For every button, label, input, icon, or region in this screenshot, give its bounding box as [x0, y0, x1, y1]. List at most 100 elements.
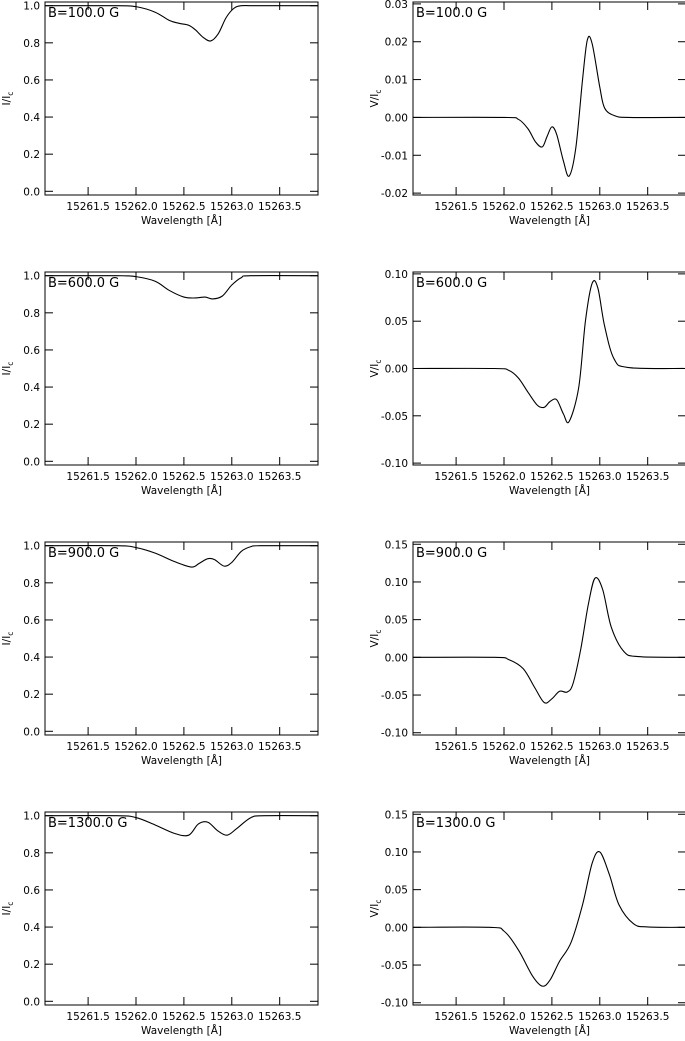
y-tick-label: 0.15 [385, 539, 408, 551]
x-tick-label: 15263.0 [210, 741, 253, 753]
plot-frame [44, 1, 319, 196]
y-tick-label: 0.00 [385, 364, 408, 376]
plot-frame [44, 811, 319, 1006]
y-tick-label: 0.0 [23, 186, 40, 198]
y-tick-label: -0.05 [381, 690, 408, 702]
x-tick-label: 15261.5 [66, 471, 109, 483]
y-axis-label-main: V/I [369, 904, 381, 918]
x-tick-label: 15263.0 [210, 201, 253, 213]
x-tick-label: 15262.0 [482, 1011, 525, 1023]
y-tick-label: 1.0 [23, 541, 40, 553]
y-tick-label: -0.05 [381, 960, 408, 972]
y-axis-label: I/Ic [1, 902, 15, 916]
x-axis-label: Wavelength [Å] [141, 484, 222, 497]
x-tick-label: 15263.0 [210, 471, 253, 483]
y-tick-label: 0.0 [23, 456, 40, 468]
y-axis-label-subscript: c [374, 630, 383, 634]
y-tick-label: 0.6 [23, 75, 40, 87]
x-axis-label: Wavelength [Å] [509, 754, 590, 767]
y-tick-label: 0.01 [385, 75, 408, 87]
panel-title: B=100.0 G [416, 6, 487, 21]
y-axis-label-subscript: c [374, 360, 383, 364]
plot-frame [412, 1, 685, 196]
y-axis-label-main: I/I [1, 96, 13, 106]
y-tick-label: 0.2 [23, 149, 40, 161]
y-axis-label-subscript: c [6, 902, 15, 906]
y-tick-label: -0.02 [381, 188, 408, 200]
x-tick-label: 15262.5 [162, 741, 205, 753]
x-tick-label: 15262.5 [530, 741, 573, 753]
x-tick-label: 15261.5 [434, 741, 477, 753]
y-tick-label: 0.0 [23, 726, 40, 738]
y-tick-label: -0.10 [381, 728, 408, 740]
x-tick-label: 15263.5 [258, 741, 301, 753]
x-tick-label: 15263.0 [578, 201, 621, 213]
panel-circular-polarization-100g: 15261.5 15262.0 15262.5 15263.0 15263.5 -0.02… [369, 0, 685, 227]
profile-line [44, 4, 318, 42]
profile-line [44, 545, 319, 568]
y-tick-label: 0.2 [23, 419, 40, 431]
y-tick-label: -0.05 [381, 411, 408, 423]
y-tick-label: -0.10 [381, 458, 408, 470]
x-tick-label: 15261.5 [434, 201, 477, 213]
x-tick-label: 15263.0 [578, 471, 621, 483]
x-tick-label: 15262.0 [114, 201, 157, 213]
x-tick-label: 15263.0 [578, 1011, 621, 1023]
y-tick-label: 0.2 [23, 959, 40, 971]
y-tick-label: 0.4 [23, 112, 40, 124]
x-tick-label: 15263.5 [626, 471, 669, 483]
y-axis-label-main: V/I [369, 634, 381, 648]
panel-title: B=1300.0 G [416, 816, 496, 831]
y-tick-label: 1.0 [23, 271, 40, 283]
y-tick-label: 0.00 [385, 652, 408, 664]
y-tick-label: 0.05 [385, 885, 408, 897]
y-tick-label: 0.8 [23, 38, 40, 50]
panel-circular-polarization-1300g: 15261.5 15262.0 15262.5 15263.0 15263.5 -0.10… [369, 809, 685, 1037]
y-tick-label: 0.4 [23, 652, 40, 664]
y-axis-label: V/Ic [369, 630, 383, 648]
x-tick-label: 15262.5 [530, 1011, 573, 1023]
y-axis-label: I/Ic [1, 92, 15, 106]
panel-title: B=900.0 G [48, 546, 119, 561]
plot-frame [44, 541, 319, 736]
plot-frame [44, 271, 319, 466]
y-axis-label-main: I/I [1, 906, 13, 916]
panel-circular-polarization-900g: 15261.5 15262.0 15262.5 15263.0 15263.5 -0.10… [369, 539, 685, 767]
y-tick-label: 1.0 [23, 811, 40, 823]
x-axis-label: Wavelength [Å] [509, 214, 590, 227]
y-tick-label: 0.00 [385, 922, 408, 934]
x-tick-label: 15261.5 [66, 741, 109, 753]
y-tick-label: 0.4 [23, 922, 40, 934]
plot-frame [412, 541, 685, 736]
x-axis-label: Wavelength [Å] [509, 484, 590, 497]
panel-intensity-100g: 15261.5 15262.0 15262.5 15263.0 15263.5 0.0 0.… [1, 1, 319, 227]
x-tick-label: 15262.5 [162, 201, 205, 213]
x-tick-label: 15263.5 [626, 1011, 669, 1023]
profile-line [44, 275, 319, 300]
panel-title: B=600.0 G [416, 276, 487, 291]
x-tick-label: 15263.5 [258, 201, 301, 213]
panel-title: B=100.0 G [48, 6, 119, 21]
profile-line [412, 280, 685, 424]
profile-line [44, 815, 319, 837]
y-tick-label: 0.6 [23, 615, 40, 627]
y-tick-label: 0.4 [23, 382, 40, 394]
x-tick-label: 15262.0 [482, 741, 525, 753]
profile-line [412, 577, 685, 704]
profile-line [412, 850, 685, 987]
y-tick-label: 0.05 [385, 316, 408, 328]
x-tick-label: 15263.5 [258, 1011, 301, 1023]
y-axis-label-subscript: c [374, 900, 383, 904]
y-tick-label: -0.10 [381, 998, 408, 1010]
y-tick-label: 0.05 [385, 615, 408, 627]
x-axis-label: Wavelength [Å] [509, 1024, 590, 1037]
x-tick-label: 15262.5 [530, 201, 573, 213]
x-tick-label: 15263.5 [626, 741, 669, 753]
x-tick-label: 15262.0 [482, 471, 525, 483]
x-tick-label: 15261.5 [434, 1011, 477, 1023]
x-tick-label: 15262.5 [162, 1011, 205, 1023]
y-tick-label: 0.8 [23, 848, 40, 860]
y-axis-label-main: V/I [369, 94, 381, 108]
y-tick-label: 0.15 [385, 809, 408, 821]
